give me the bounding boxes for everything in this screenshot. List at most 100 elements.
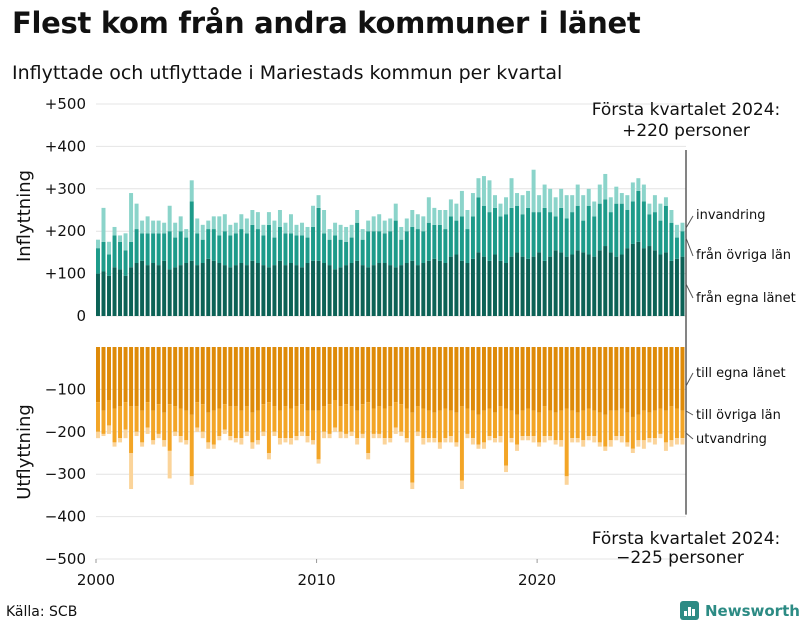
bar-out-utvandring <box>377 433 382 439</box>
bar-out-utvandring <box>586 436 591 441</box>
bar-out-utvandring <box>448 436 453 443</box>
bar-out-utvandring <box>178 436 183 443</box>
bar-out-utvandring <box>112 442 117 447</box>
bar-in-invandring <box>493 195 497 208</box>
bar-in-fran_egna_lanet <box>437 260 442 316</box>
bar-out-till_egna_lanet <box>382 347 387 409</box>
bar-in-fran_egna_lanet <box>404 263 409 316</box>
bar-in-fran_ovriga_lan <box>493 207 497 255</box>
bar-in-fran_egna_lanet <box>382 263 387 316</box>
bar-out-till_ovriga_lan <box>338 406 343 432</box>
bar-out-till_egna_lanet <box>333 347 338 400</box>
bar-out-till_egna_lanet <box>118 347 123 407</box>
bar-out-utvandring <box>404 438 409 443</box>
bar-in-fran_egna_lanet <box>625 248 630 316</box>
bar-out-till_egna_lanet <box>537 347 542 413</box>
bar-out-till_ovriga_lan <box>487 408 492 437</box>
bar-out-till_egna_lanet <box>542 347 547 407</box>
bar-out-utvandring <box>658 433 663 439</box>
bar-out-till_ovriga_lan <box>371 408 376 434</box>
bar-in-fran_ovriga_lan <box>305 237 310 263</box>
bar-out-till_ovriga_lan <box>311 410 316 441</box>
bar-in-invandring <box>178 216 183 232</box>
bar-in-fran_egna_lanet <box>614 256 619 316</box>
bar-in-fran_egna_lanet <box>608 252 613 316</box>
bar-out-till_egna_lanet <box>173 347 178 407</box>
bar-out-till_egna_lanet <box>581 347 586 411</box>
bar-out-till_egna_lanet <box>597 347 602 413</box>
bar-in-invandring <box>680 222 685 232</box>
bar-out-utvandring <box>487 436 492 441</box>
bar-in-fran_ovriga_lan <box>344 241 349 266</box>
bar-in-fran_ovriga_lan <box>200 239 205 263</box>
bar-in-fran_ovriga_lan <box>636 190 641 242</box>
bar-out-utvandring <box>393 427 398 434</box>
bar-out-till_egna_lanet <box>162 347 167 413</box>
bar-in-invandring <box>371 216 376 232</box>
bar-in-invandring <box>647 203 652 215</box>
bar-in-invandring <box>239 214 244 230</box>
bar-in-invandring <box>211 216 216 230</box>
bar-out-till_egna_lanet <box>426 347 431 411</box>
bar-in-fran_ovriga_lan <box>156 233 161 266</box>
bar-out-till_ovriga_lan <box>217 408 222 437</box>
bar-out-till_ovriga_lan <box>526 408 531 437</box>
bar-in-fran_ovriga_lan <box>140 233 145 261</box>
bar-out-till_ovriga_lan <box>250 412 255 443</box>
bar-out-till_ovriga_lan <box>415 406 420 432</box>
bar-out-till_ovriga_lan <box>597 412 602 443</box>
bar-out-till_egna_lanet <box>228 347 233 407</box>
bar-in-fran_ovriga_lan <box>371 231 376 266</box>
bar-out-till_egna_lanet <box>619 347 624 409</box>
bar-in-invandring <box>674 224 679 238</box>
bar-out-utvandring <box>118 438 123 443</box>
bar-out-utvandring <box>636 440 641 447</box>
bar-in-invandring <box>504 197 509 215</box>
bar-in-fran_egna_lanet <box>156 265 161 316</box>
bar-in-invandring <box>255 212 260 230</box>
bar-out-utvandring <box>360 433 365 439</box>
bar-in-invandring <box>421 216 426 232</box>
bar-out-utvandring <box>134 431 139 437</box>
bar-out-till_egna_lanet <box>415 347 420 407</box>
bar-in-fran_egna_lanet <box>145 265 150 316</box>
bar-out-till_egna_lanet <box>123 347 128 403</box>
bar-in-fran_egna_lanet <box>674 258 679 316</box>
bar-in-fran_egna_lanet <box>652 250 657 316</box>
bar-in-fran_ovriga_lan <box>647 214 652 247</box>
bar-out-till_ovriga_lan <box>437 410 442 443</box>
bar-out-till_egna_lanet <box>575 347 580 413</box>
bar-in-fran_ovriga_lan <box>581 220 586 253</box>
bar-out-utvandring <box>311 440 316 445</box>
bar-in-fran_ovriga_lan <box>129 241 134 268</box>
bar-out-till_egna_lanet <box>211 347 216 411</box>
bar-out-till_ovriga_lan <box>669 406 674 441</box>
bar-in-fran_ovriga_lan <box>432 224 437 259</box>
bar-out-till_egna_lanet <box>680 347 685 411</box>
bar-in-invandring <box>476 178 481 198</box>
bar-out-till_ovriga_lan <box>382 408 387 439</box>
bar-in-fran_ovriga_lan <box>459 216 464 261</box>
bar-in-fran_egna_lanet <box>426 260 431 316</box>
bar-out-till_ovriga_lan <box>349 406 354 432</box>
bar-out-till_egna_lanet <box>421 347 426 409</box>
connector-invandring <box>685 215 694 229</box>
bar-in-invandring <box>564 195 569 219</box>
bar-in-fran_egna_lanet <box>96 273 100 316</box>
bar-in-fran_ovriga_lan <box>509 207 514 257</box>
bar-out-till_ovriga_lan <box>333 400 338 428</box>
label-fran-ovriga-lan: från övriga län <box>696 248 791 263</box>
bar-in-fran_egna_lanet <box>129 267 134 316</box>
bar-in-fran_egna_lanet <box>217 263 222 316</box>
bar-out-utvandring <box>305 436 310 443</box>
y-tick-label: +100 <box>45 265 86 283</box>
bar-in-fran_egna_lanet <box>266 267 271 316</box>
brand-logo[interactable]: Newsworthy <box>680 601 800 620</box>
bar-in-invandring <box>344 226 349 242</box>
bar-out-till_ovriga_lan <box>134 406 139 432</box>
bar-in-invandring <box>101 207 106 242</box>
bar-out-till_egna_lanet <box>255 347 260 411</box>
bar-in-fran_ovriga_lan <box>465 229 470 263</box>
bar-out-till_egna_lanet <box>272 347 277 407</box>
bar-out-utvandring <box>162 440 167 447</box>
